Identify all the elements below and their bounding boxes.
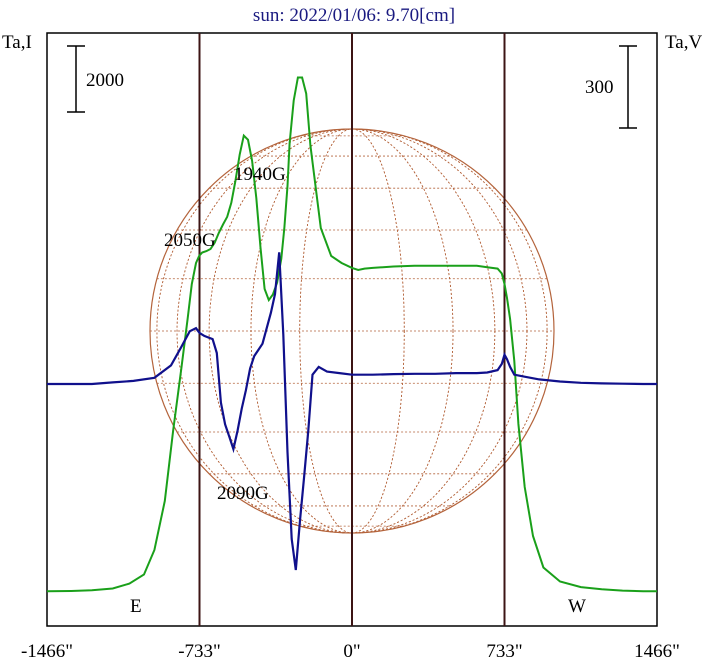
annotation-1940g: 1940G bbox=[234, 164, 286, 185]
left-axis-label: Ta,I bbox=[2, 32, 32, 53]
left-scale-bar-label: 2000 bbox=[86, 70, 124, 91]
x-tick-label-4: 1466" bbox=[634, 641, 680, 662]
chart-title: sun: 2022/01/06: 9.70[cm] bbox=[253, 5, 455, 26]
annotation-2050g: 2050G bbox=[164, 230, 216, 251]
x-tick-label-3: 733" bbox=[486, 641, 522, 662]
x-tick-label-2: 0" bbox=[343, 641, 360, 662]
limb-label-west: W bbox=[568, 596, 586, 617]
x-tick-label-1: -733" bbox=[178, 641, 221, 662]
right-scale-bar bbox=[619, 45, 637, 129]
right-axis-label: Ta,V bbox=[665, 32, 702, 53]
disk-meridian-9 bbox=[156, 128, 548, 534]
right-scale-bar-label: 300 bbox=[585, 77, 614, 98]
vertical-reference-lines bbox=[198, 33, 506, 626]
left-scale-bar bbox=[67, 45, 85, 113]
series-line-V bbox=[47, 252, 657, 571]
x-tick-label-0: -1466" bbox=[21, 641, 73, 662]
annotation-2090g: 2090G bbox=[217, 483, 269, 504]
limb-label-east: E bbox=[130, 596, 142, 617]
series-line-I bbox=[46, 76, 657, 593]
